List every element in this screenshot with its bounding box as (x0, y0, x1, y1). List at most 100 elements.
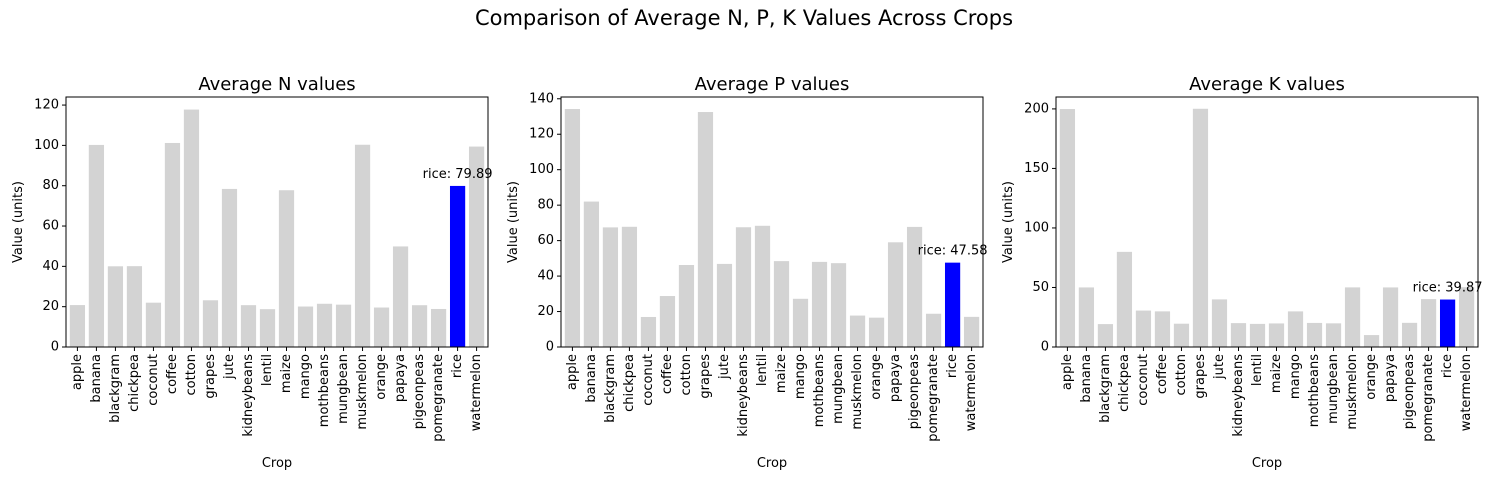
bar-p-cotton (678, 265, 695, 347)
xtick-label-p-lentil: lentil (755, 354, 770, 386)
xtick-label-n-coffee: coffee (165, 354, 180, 394)
xtick-label-n-rice: rice (450, 354, 465, 378)
bar-p-jute (716, 263, 733, 347)
ytick-label-p-100: 100 (529, 162, 554, 177)
bar-k-pomegranate (1420, 299, 1437, 347)
ytick-label-k-0: 0 (1041, 340, 1049, 355)
bar-n-grapes (202, 300, 219, 347)
xtick-label-n-banana: banana (89, 354, 104, 403)
highlight-label-p: rice: 47.58 (918, 244, 988, 259)
bar-p-grapes (697, 112, 714, 348)
subplot-n: apple banana blackgram chickpea coconut coffe… (11, 74, 493, 471)
ytick-label-p-40: 40 (537, 269, 554, 284)
xtick-label-n-chickpea: chickpea (127, 354, 142, 412)
xtick-label-p-pomegranate: pomegranate (926, 354, 941, 442)
axes-frame-k (1055, 96, 1479, 348)
xtick-label-n-mothbeans: mothbeans (317, 354, 332, 427)
xlabel-n: Crop (262, 456, 292, 471)
xtick-label-k-mango: mango (1288, 354, 1303, 399)
bar-p-mango (792, 298, 809, 347)
bar-k-apple (1059, 109, 1076, 347)
bar-p-pigeonpeas (906, 226, 923, 347)
xtick-label-n-orange: orange (374, 354, 389, 400)
xtick-label-n-coconut: coconut (146, 354, 161, 406)
xtick-label-k-watermelon: watermelon (1459, 354, 1474, 431)
xtick-label-n-grapes: grapes (203, 354, 218, 399)
xtick-label-p-coconut: coconut (641, 354, 656, 406)
bar-k-mothbeans (1306, 322, 1323, 347)
bar-p-apple (564, 109, 581, 348)
xtick-label-p-apple: apple (565, 354, 580, 390)
subplot-title-n: Average N values (198, 74, 355, 95)
ytick-label-k-100: 100 (1024, 220, 1049, 235)
bar-n-blackgram (107, 266, 124, 347)
bar-n-cotton (183, 109, 200, 347)
ytick-label-p-20: 20 (537, 304, 554, 319)
xtick-label-n-kidneybeans: kidneybeans (241, 354, 256, 437)
ytick-label-k-150: 150 (1024, 161, 1049, 176)
xtick-label-p-pigeonpeas: pigeonpeas (907, 354, 922, 430)
ytick-label-n-40: 40 (42, 259, 59, 274)
bar-p-papaya (887, 242, 904, 347)
bar-n-chickpea (126, 266, 143, 347)
bar-k-mungbean (1325, 323, 1342, 347)
bar-n-orange (373, 307, 390, 347)
figure-title: Comparison of Average N, P, K Values Acr… (475, 6, 1013, 30)
bar-p-coffee (659, 296, 676, 347)
bar-p-blackgram (602, 227, 619, 347)
bar-p-banana (583, 201, 600, 347)
bar-p-mungbean (830, 263, 847, 347)
bar-k-orange (1363, 335, 1380, 347)
bar-k-coffee (1154, 311, 1171, 347)
xtick-label-k-rice: rice (1440, 354, 1455, 378)
xtick-label-n-blackgram: blackgram (108, 354, 123, 423)
bar-p-coconut (640, 316, 657, 347)
bar-k-grapes (1192, 108, 1209, 348)
bar-k-kidneybeans (1230, 323, 1247, 347)
bar-n-maize (278, 190, 295, 347)
ytick-label-n-60: 60 (42, 219, 59, 234)
bar-k-muskmelon (1344, 287, 1361, 347)
xtick-label-n-cotton: cotton (184, 354, 199, 396)
ytick-label-p-60: 60 (537, 233, 554, 248)
xtick-label-k-mothbeans: mothbeans (1307, 354, 1322, 427)
xtick-label-p-rice: rice (945, 354, 960, 378)
xtick-label-k-kidneybeans: kidneybeans (1231, 354, 1246, 437)
bar-n-rice (449, 185, 466, 347)
bar-k-blackgram (1097, 324, 1114, 347)
bar-k-lentil (1249, 323, 1266, 347)
bar-k-pigeonpeas (1401, 322, 1418, 347)
bar-n-mungbean (335, 304, 352, 347)
bar-p-pomegranate (925, 313, 942, 347)
xtick-label-n-watermelon: watermelon (469, 354, 484, 431)
xtick-label-k-muskmelon: muskmelon (1345, 354, 1360, 430)
xtick-label-p-muskmelon: muskmelon (850, 354, 865, 430)
ytick-label-n-120: 120 (34, 98, 59, 113)
xtick-label-k-papaya: papaya (1383, 354, 1398, 402)
bar-k-chickpea (1116, 251, 1133, 347)
xtick-label-k-maize: maize (1269, 354, 1284, 393)
ytick-label-p-120: 120 (529, 127, 554, 142)
xtick-label-k-banana: banana (1079, 354, 1094, 403)
bar-p-kidneybeans (735, 227, 752, 347)
bar-p-orange (868, 317, 885, 347)
bar-n-apple (69, 305, 86, 347)
highlight-label-k: rice: 39.87 (1413, 281, 1483, 296)
xtick-label-n-pomegranate: pomegranate (431, 354, 446, 442)
xtick-label-k-pigeonpeas: pigeonpeas (1402, 354, 1417, 430)
bar-p-lentil (754, 225, 771, 347)
bar-n-muskmelon (354, 144, 371, 347)
xtick-label-k-grapes: grapes (1193, 354, 1208, 399)
xtick-label-k-mungbean: mungbean (1326, 354, 1341, 424)
xtick-label-p-cotton: cotton (679, 354, 694, 396)
xtick-label-n-papaya: papaya (393, 354, 408, 402)
bar-n-watermelon (468, 146, 485, 347)
xtick-label-p-grapes: grapes (698, 354, 713, 399)
bar-n-banana (88, 144, 105, 347)
bar-n-mango (297, 306, 314, 347)
ylabel-p: Value (units) (506, 181, 521, 263)
xtick-label-p-mungbean: mungbean (831, 354, 846, 424)
bar-k-maize (1268, 323, 1285, 347)
xtick-label-k-apple: apple (1060, 354, 1075, 390)
